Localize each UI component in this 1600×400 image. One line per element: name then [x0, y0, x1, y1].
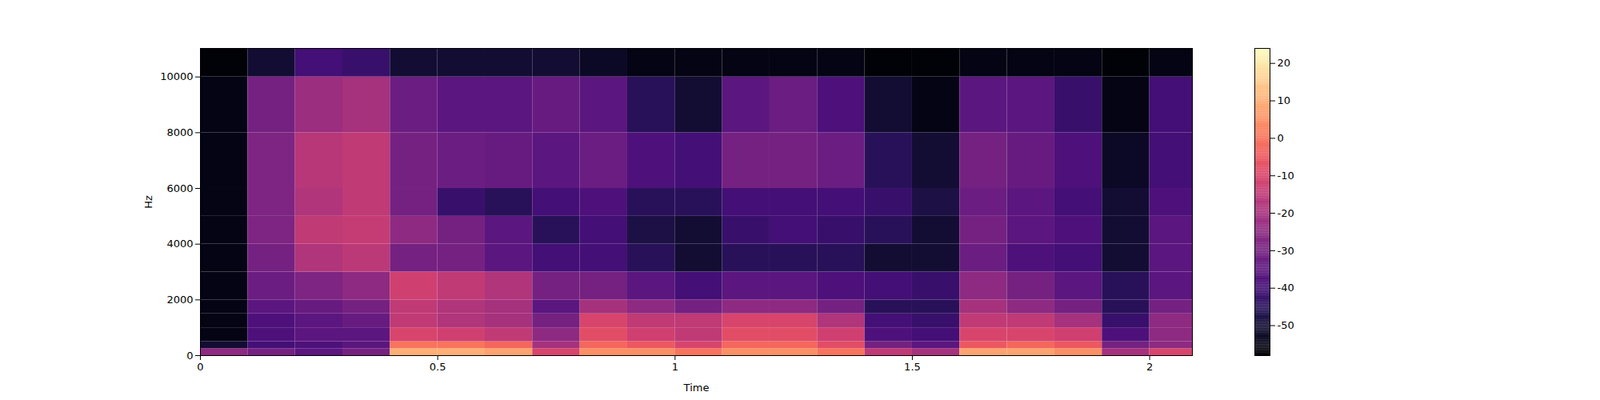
svg-text:-10: -10	[1277, 169, 1295, 182]
svg-text:0: 0	[196, 360, 204, 373]
svg-text:2000: 2000	[166, 293, 193, 306]
svg-text:0: 0	[1277, 132, 1284, 144]
svg-text:1: 1	[672, 360, 679, 373]
svg-text:4000: 4000	[166, 237, 193, 250]
svg-text:8000: 8000	[166, 126, 193, 139]
svg-text:2: 2	[1146, 360, 1153, 373]
svg-text:10: 10	[1277, 94, 1292, 107]
svg-text:10000: 10000	[160, 70, 193, 83]
svg-text:-30: -30	[1277, 244, 1295, 257]
svg-text:Hz: Hz	[142, 195, 155, 209]
svg-text:0.5: 0.5	[429, 360, 447, 373]
svg-text:Time: Time	[683, 381, 710, 394]
svg-text:-20: -20	[1277, 207, 1295, 220]
svg-text:-50: -50	[1277, 319, 1295, 332]
svg-text:20: 20	[1277, 56, 1292, 69]
svg-text:6000: 6000	[166, 182, 193, 195]
svg-text:0: 0	[186, 349, 193, 362]
svg-text:1.5: 1.5	[904, 360, 921, 373]
svg-text:-40: -40	[1277, 281, 1295, 294]
